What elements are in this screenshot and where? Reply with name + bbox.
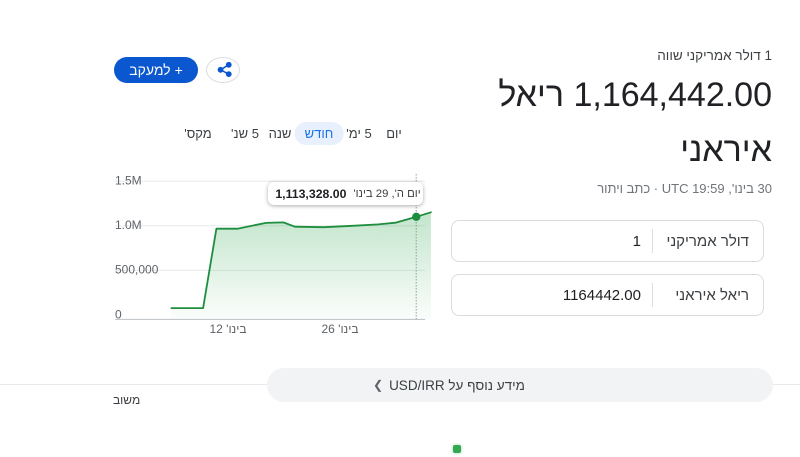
- svg-text:1.5M: 1.5M: [115, 174, 142, 188]
- svg-text:500,000: 500,000: [115, 263, 159, 277]
- svg-text:בינו' 26: בינו' 26: [321, 322, 358, 336]
- svg-text:0: 0: [115, 307, 122, 321]
- svg-text:1.0M: 1.0M: [115, 218, 142, 232]
- svg-text:בינו' 12: בינו' 12: [209, 322, 246, 336]
